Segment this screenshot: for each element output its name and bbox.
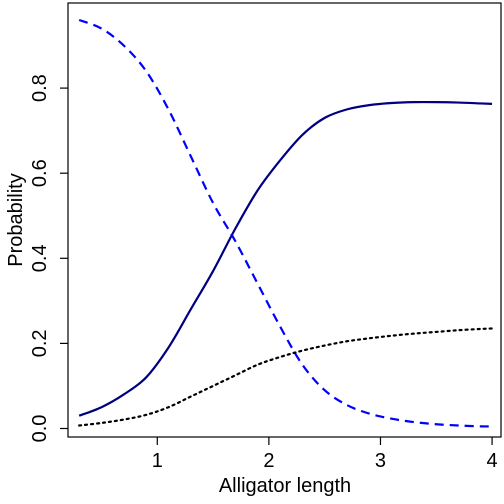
x-axis: 1 2 3 4 — [152, 437, 498, 472]
y-tick-label: 0.8 — [29, 74, 51, 102]
x-tick-label: 2 — [263, 450, 274, 472]
y-tick-label: 0.2 — [29, 329, 51, 357]
y-axis: 0.0 0.2 0.4 0.6 0.8 — [29, 74, 68, 442]
y-tick-label: 0.4 — [29, 244, 51, 272]
series-line-dotted — [78, 327, 494, 427]
x-axis-label: Alligator length — [219, 475, 351, 497]
y-tick-label: 0.6 — [29, 159, 51, 187]
series-line-solid — [78, 100, 493, 417]
plot-frame — [67, 2, 502, 438]
x-tick-label: 3 — [375, 450, 386, 472]
x-tick-label: 4 — [487, 450, 498, 472]
series-line-dashed — [78, 18, 493, 428]
y-axis-label: Probability — [5, 173, 27, 266]
y-tick-label: 0.0 — [29, 415, 51, 443]
x-tick-label: 1 — [152, 450, 163, 472]
series-layer — [78, 18, 494, 428]
